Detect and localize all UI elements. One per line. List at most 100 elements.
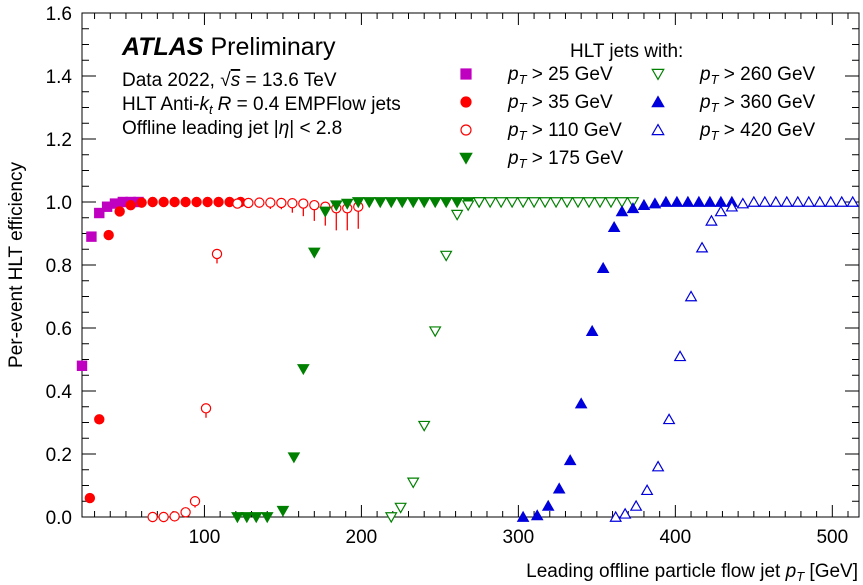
data-energy-label: Data 2022, √s = 13.6 TeV: [122, 70, 337, 91]
eta-symbol: η: [279, 118, 290, 139]
data-year-text: Data 2022,: [122, 70, 220, 91]
data-point: [736, 197, 750, 209]
x-axis-label-unit: [GeV]: [804, 561, 858, 582]
data-point: [147, 196, 158, 208]
series-25: [76, 196, 144, 372]
legend-marker: [459, 152, 473, 165]
series-110: [147, 197, 364, 523]
data-point: [705, 214, 718, 226]
hlt-anti-text: HLT Anti-: [122, 94, 199, 115]
data-point: [439, 250, 453, 262]
x-axis-label-sub: T: [796, 569, 805, 584]
data-point: [136, 197, 147, 208]
series-420: [609, 195, 860, 522]
data-point: [394, 502, 407, 514]
data-point: [287, 198, 298, 209]
data-point: [84, 492, 96, 504]
data-point: [714, 205, 728, 217]
data-point: [552, 482, 566, 494]
data-point: [813, 195, 827, 207]
data-point: [659, 195, 673, 207]
y-tick-label: 0.8: [46, 256, 72, 277]
data-point: [846, 195, 860, 207]
data-point: [461, 200, 475, 212]
x-axis-label-main: Leading offline particle flow jet: [526, 561, 785, 582]
data-point: [428, 197, 442, 209]
data-point: [297, 364, 310, 376]
data-point: [169, 196, 180, 208]
legend-marker: [651, 68, 665, 81]
hlt-jets-label: HLT Anti-kt R = 0.4 EMPFlow jets: [122, 94, 401, 117]
hlt-k: k: [199, 94, 210, 115]
data-point: [189, 496, 201, 507]
x-tick-label: 300: [503, 527, 535, 548]
x-axis-label-var: p: [785, 561, 797, 582]
data-point: [309, 199, 320, 211]
data-point: [516, 197, 530, 209]
data-point: [450, 209, 464, 221]
y-tick-label: 1.2: [46, 130, 72, 151]
sqrt-symbol: √: [220, 70, 231, 91]
data-point: [541, 499, 555, 511]
data-point: [180, 196, 191, 208]
hlt-r: R: [218, 94, 232, 115]
energy-text: = 13.6 TeV: [240, 70, 337, 91]
atlas-label: ATLAS Preliminary: [121, 33, 336, 61]
data-point: [560, 197, 574, 209]
offline-text: Offline leading jet |: [122, 118, 279, 139]
legend-item-260: pT > 260 GeV: [651, 64, 816, 87]
x-tick-label: 200: [346, 527, 378, 548]
data-point: [86, 231, 97, 242]
data-point: [76, 360, 88, 372]
data-point: [538, 197, 552, 209]
data-point: [384, 512, 398, 524]
data-point: [417, 197, 431, 209]
data-point: [824, 195, 838, 207]
legend-label: pT > 175 GeV: [507, 148, 624, 171]
data-point: [563, 454, 577, 466]
data-point: [428, 326, 442, 338]
data-point: [417, 420, 431, 432]
data-point: [662, 413, 676, 425]
data-point: [692, 195, 706, 207]
data-point: [406, 197, 420, 209]
x-tick-label: 400: [659, 527, 691, 548]
data-markers: [76, 195, 860, 524]
series-260: [384, 197, 640, 524]
legend-item-175: pT > 175 GeV: [459, 148, 624, 171]
data-point: [640, 483, 654, 496]
data-point: [609, 510, 623, 522]
data-point: [362, 197, 376, 209]
offline-jet-label: Offline leading jet |η| < 2.8: [122, 118, 342, 139]
data-point: [200, 403, 212, 414]
data-point: [527, 197, 541, 209]
data-point: [695, 241, 709, 253]
legend-label: pT > 260 GeV: [699, 64, 816, 87]
data-point: [384, 197, 398, 209]
data-point: [530, 509, 544, 521]
data-point: [94, 414, 105, 425]
legend-marker: [651, 95, 665, 108]
data-point: [103, 229, 114, 241]
legend-label: pT > 360 GeV: [699, 92, 816, 115]
legend-item-110: pT > 110 GeV: [460, 120, 622, 143]
series-35: [84, 196, 246, 504]
data-point: [802, 195, 816, 207]
data-point: [114, 206, 125, 217]
legend-marker: [460, 96, 472, 108]
data-point: [714, 195, 728, 207]
x-axis-label: Leading offline particle flow jet pT [Ge…: [526, 561, 858, 584]
data-point: [494, 197, 508, 209]
data-point: [574, 397, 588, 409]
data-point: [725, 200, 739, 212]
data-point: [593, 197, 607, 209]
data-point: [585, 324, 599, 336]
data-point: [747, 195, 761, 207]
legend-label: pT > 110 GeV: [507, 120, 622, 143]
data-point: [265, 197, 276, 208]
data-point: [125, 199, 136, 211]
data-point: [249, 512, 263, 524]
data-point: [582, 197, 596, 209]
data-point: [703, 195, 717, 207]
